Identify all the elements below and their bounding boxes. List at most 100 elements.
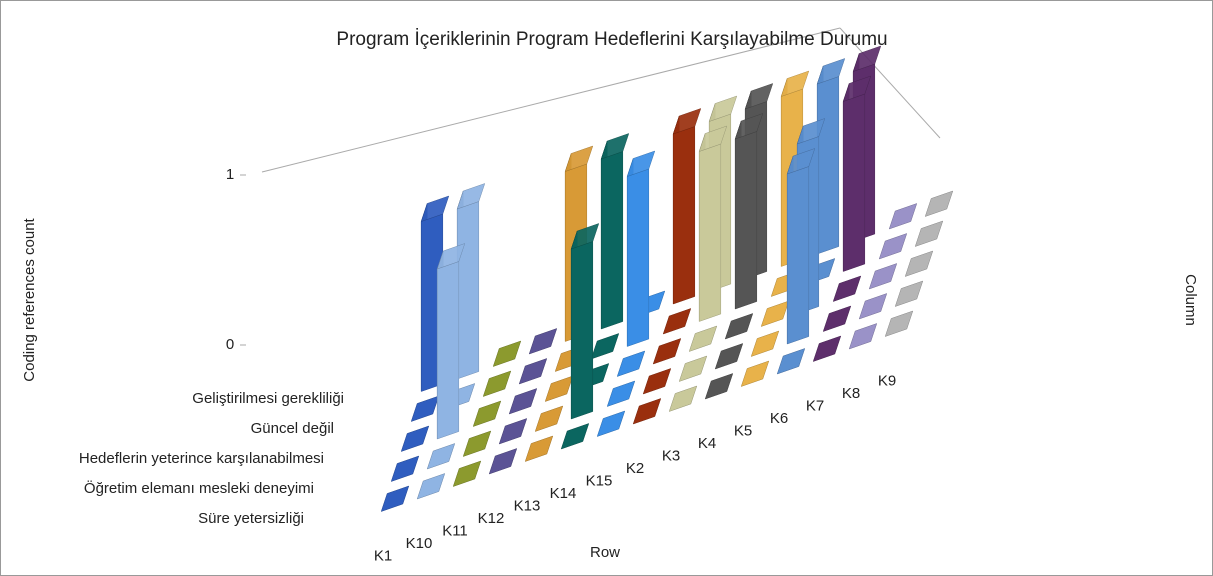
bar-front: [600, 151, 624, 330]
x-tick-label: K4: [698, 435, 716, 452]
bar-front: [698, 143, 722, 322]
bar-front: [786, 166, 810, 345]
bar-top: [832, 275, 862, 302]
x-tick-label: K7: [806, 398, 824, 415]
bar-front: [842, 93, 866, 272]
x-tick-label: K3: [662, 448, 680, 465]
bar-top: [560, 423, 590, 450]
bar-top: [426, 443, 456, 470]
bar-top: [488, 448, 518, 475]
bar-top: [528, 328, 558, 355]
x-tick-label: K14: [550, 485, 577, 502]
bar-top: [714, 343, 744, 370]
bar-top: [842, 75, 872, 102]
bar-top: [740, 360, 770, 387]
bar-top: [812, 335, 842, 362]
row-label: Geliştirilmesi gerekliliği: [192, 390, 344, 407]
x-tick-label: K15: [586, 473, 613, 490]
bar-top: [868, 263, 898, 290]
bar-top: [662, 308, 692, 335]
z-axis-label: Coding references count: [21, 217, 38, 381]
bar-top: [698, 125, 728, 152]
bar-front: [626, 168, 650, 347]
bar-top: [472, 400, 502, 427]
bar-top: [452, 460, 482, 487]
bar-top: [596, 410, 626, 437]
x-tick-label: K12: [478, 510, 505, 527]
bar-top: [606, 380, 636, 407]
bar-top: [848, 323, 878, 350]
bar-top: [672, 108, 702, 135]
bar-top: [734, 113, 764, 140]
x-tick-label: K9: [878, 373, 896, 390]
bar-top: [796, 118, 826, 145]
x-tick-label: K5: [734, 423, 752, 440]
bar-top: [390, 455, 420, 482]
back-wall-edge: [839, 27, 941, 139]
bar-top: [688, 325, 718, 352]
depth-axis-label: Column: [1182, 274, 1199, 326]
bar-front: [672, 126, 696, 305]
x-tick-label: K13: [514, 498, 541, 515]
bar-top: [570, 223, 600, 250]
bar-top: [888, 203, 918, 230]
x-tick-label: K6: [770, 410, 788, 427]
bar-top: [498, 418, 528, 445]
bar-top: [492, 340, 522, 367]
x-axis-label: Row: [590, 544, 620, 561]
bar-top: [678, 355, 708, 382]
bar-front: [436, 261, 460, 440]
bar-top: [914, 220, 944, 247]
bar-top: [704, 373, 734, 400]
back-wall-edge: [261, 27, 841, 173]
bar-top: [786, 148, 816, 175]
bar-top: [436, 243, 466, 270]
bar-top: [518, 358, 548, 385]
bar-top: [780, 70, 810, 97]
bar-top: [632, 398, 662, 425]
x-tick-label: K2: [626, 460, 644, 477]
bar-top: [904, 250, 934, 277]
bar-top: [564, 145, 594, 172]
bar-top: [884, 310, 914, 337]
bar-top: [668, 385, 698, 412]
bar-front: [816, 76, 840, 255]
z-tick-label: 1: [226, 166, 234, 183]
bar-top: [456, 183, 486, 210]
bar-top: [600, 133, 630, 160]
bar-top: [420, 195, 450, 222]
bar-top: [590, 333, 620, 360]
bar-top: [878, 233, 908, 260]
bar-top: [508, 388, 538, 415]
bar-top: [744, 83, 774, 110]
row-label: Öğretim elemanı mesleki deneyimi: [84, 479, 314, 497]
z-tick-label: 0: [226, 336, 234, 353]
bar-top: [380, 485, 410, 512]
x-tick-label: K1: [374, 548, 392, 565]
bar-top: [652, 338, 682, 365]
bar-top: [416, 473, 446, 500]
bar-top: [534, 405, 564, 432]
bar-top: [462, 430, 492, 457]
bar-top: [708, 95, 738, 122]
bar-top: [852, 45, 882, 72]
bar-top: [642, 368, 672, 395]
bar-top: [626, 150, 656, 177]
bar-top: [524, 435, 554, 462]
bar-top: [858, 293, 888, 320]
bar-top: [616, 350, 646, 377]
bar-top: [776, 348, 806, 375]
bar-top: [816, 58, 846, 85]
bar-top: [924, 190, 954, 217]
row-label: Güncel değil: [251, 420, 334, 437]
row-label: Hedeflerin yeterince karşılanabilmesi: [79, 450, 324, 467]
bar-top: [894, 280, 924, 307]
bar-top: [482, 370, 512, 397]
bar-top: [724, 313, 754, 340]
bar-front: [456, 201, 480, 380]
chart-title: Program İçeriklerinin Program Hedeflerin…: [336, 29, 887, 50]
x-tick-label: K11: [442, 523, 468, 540]
row-label: Süre yetersizliği: [198, 510, 304, 527]
x-tick-label: K8: [842, 385, 860, 402]
